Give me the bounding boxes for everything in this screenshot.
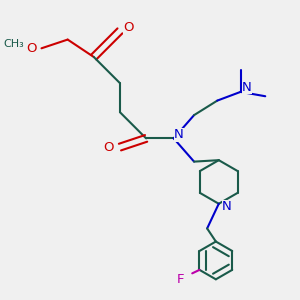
Text: O: O [123, 22, 133, 34]
Text: F: F [177, 273, 184, 286]
Text: O: O [26, 42, 37, 55]
Text: N: N [242, 81, 252, 94]
Text: N: N [222, 200, 232, 213]
Text: O: O [104, 141, 114, 154]
Text: N: N [174, 128, 184, 141]
Text: CH₃: CH₃ [4, 39, 24, 49]
